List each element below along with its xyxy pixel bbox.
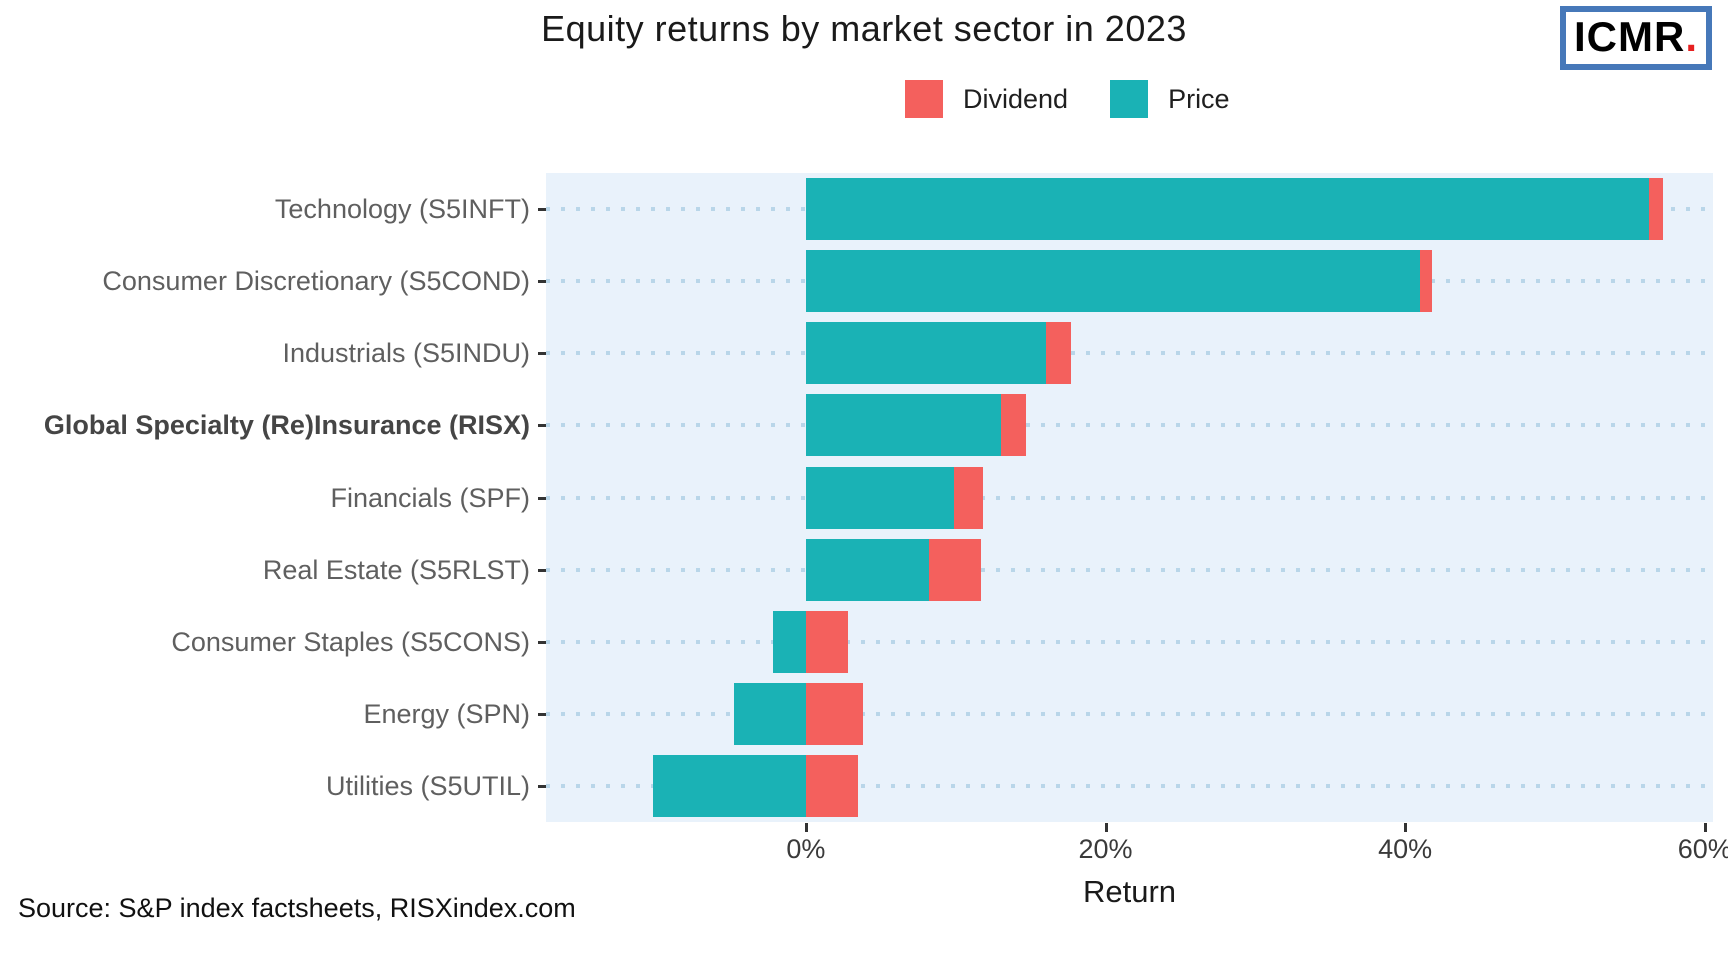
x-axis-tick — [1104, 823, 1108, 832]
x-axis-tick — [1404, 823, 1408, 832]
x-axis-tick-label: 60% — [1677, 834, 1728, 864]
legend-item-price: Price — [1110, 80, 1230, 118]
legend-label-dividend: Dividend — [963, 83, 1069, 114]
logo-dot: . — [1685, 13, 1698, 60]
logo-text: ICMR — [1574, 13, 1686, 60]
category-label: Industrials (S5INDU) — [282, 338, 530, 369]
row-gridline — [546, 711, 1713, 716]
y-axis-tick — [538, 208, 546, 212]
x-axis-title: Return — [1082, 874, 1177, 909]
y-axis-tick — [538, 280, 546, 284]
price-bar-segment — [805, 178, 1650, 241]
dividend-bar-segment — [1649, 178, 1663, 241]
legend: Dividend Price — [905, 80, 1230, 118]
y-axis-tick — [538, 568, 546, 572]
price-bar-segment — [805, 538, 929, 601]
price-bar-segment — [805, 394, 1001, 457]
dividend-bar-segment — [805, 610, 848, 673]
y-axis-tick — [538, 784, 546, 788]
category-label: Consumer Discretionary (S5COND) — [102, 266, 530, 297]
category-label: Financials (SPF) — [330, 482, 530, 513]
x-axis-tick — [1703, 823, 1707, 832]
y-axis-tick — [538, 640, 546, 644]
dividend-bar-segment — [805, 754, 859, 817]
row-gridline — [546, 351, 1713, 356]
price-swatch-icon — [1110, 80, 1149, 118]
legend-item-dividend: Dividend — [905, 80, 1068, 118]
x-axis-tick-label: 40% — [1378, 834, 1433, 864]
category-label: Consumer Staples (S5CONS) — [171, 626, 530, 657]
dividend-bar-segment — [928, 538, 982, 601]
dividend-bar-segment — [1420, 250, 1433, 313]
price-bar-segment — [772, 610, 806, 673]
price-bar-segment — [805, 466, 955, 529]
dividend-bar-segment — [954, 466, 983, 529]
dividend-bar-segment — [1045, 322, 1072, 385]
row-gridline — [546, 639, 1713, 644]
source-note: Source: S&P index factsheets, RISXindex.… — [18, 893, 576, 923]
price-bar-segment — [653, 754, 806, 817]
price-bar-segment — [734, 682, 806, 745]
price-bar-segment — [805, 250, 1421, 313]
category-label: Utilities (S5UTIL) — [325, 770, 530, 801]
row-gridline — [546, 567, 1713, 572]
y-axis-tick — [538, 712, 546, 716]
chart-title: Equity returns by market sector in 2023 — [541, 8, 1187, 49]
y-axis-tick — [538, 496, 546, 500]
dividend-swatch-icon — [905, 80, 943, 118]
dividend-bar-segment — [1000, 394, 1027, 457]
row-gridline — [546, 495, 1713, 500]
y-axis-tick — [538, 424, 546, 428]
row-gridline — [546, 783, 1713, 788]
x-axis-tick-label: 20% — [1078, 834, 1133, 864]
category-label: Real Estate (S5RLST) — [262, 554, 530, 585]
dividend-bar-segment — [805, 682, 863, 745]
category-label: Technology (S5INFT) — [274, 194, 530, 225]
legend-label-price: Price — [1168, 83, 1230, 114]
row-gridline — [546, 423, 1713, 428]
category-label: Global Specialty (Re)Insurance (RISX) — [43, 410, 530, 441]
y-axis-tick — [538, 352, 546, 356]
price-bar-segment — [805, 322, 1046, 385]
plot-panel — [546, 173, 1713, 822]
x-axis-tick — [804, 823, 808, 832]
icmr-logo: ICMR. — [1560, 6, 1712, 70]
x-axis-tick-label: 0% — [786, 834, 826, 864]
category-label: Energy (SPN) — [363, 698, 530, 729]
